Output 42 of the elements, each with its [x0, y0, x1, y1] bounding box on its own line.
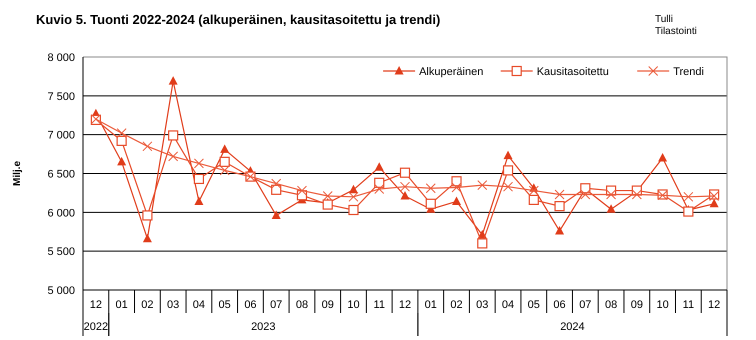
x-tick-label: 03 [476, 299, 488, 311]
y-tick-label: 7 000 [47, 130, 75, 142]
x-tick-label: 08 [296, 299, 308, 311]
x-tick-label: 09 [630, 299, 643, 311]
text: 2024 [560, 321, 585, 333]
x-tick-label: 01 [116, 299, 128, 311]
x-tick-label: 04 [502, 299, 514, 311]
x-tick-label: 04 [192, 299, 206, 311]
x-tick-label: 07 [579, 299, 592, 311]
x-tick-label: 01 [424, 299, 437, 311]
x-tick-label: 07 [270, 299, 282, 311]
y-tick-label: 6 500 [47, 168, 75, 180]
x-tick-label: 10 [656, 299, 669, 311]
x-tick-label: 11 [682, 299, 694, 311]
x-tick-label: 06 [244, 299, 257, 311]
text: 2023 [251, 321, 276, 333]
chart-title: Kuvio 5. Tuonti 2022-2024 (alkuperäinen, kausitasoitettu ja trendi) [36, 12, 440, 27]
x-tick-label: 12 [398, 299, 412, 311]
y-tick-label: 7 500 [47, 90, 75, 103]
text: 2022 [84, 321, 108, 333]
x-tick-label: 03 [167, 299, 180, 311]
y-tick-label: 6 000 [47, 207, 75, 220]
legend-label: Kausitasoitettu [536, 66, 609, 78]
legend-label: Trendi [673, 66, 704, 78]
y-axis-title: Milj.e [12, 160, 23, 186]
x-tick-label: 11 [374, 299, 385, 311]
x-tick-label: 08 [604, 299, 618, 311]
x-tick-label: 06 [553, 299, 566, 311]
y-tick-label: 8 000 [47, 52, 75, 64]
legend-label: Alkuperäinen [419, 66, 484, 78]
text: Tulli [655, 14, 673, 25]
y-tick-label: 5 500 [47, 246, 75, 258]
y-tick-label: 5 000 [47, 285, 75, 297]
x-tick-label: 02 [141, 299, 154, 311]
x-tick-label: 12 [708, 299, 720, 311]
x-tick-label: 10 [347, 299, 360, 311]
text: Tilastointi [655, 26, 697, 37]
x-tick-label: 12 [90, 299, 102, 311]
x-tick-label: 02 [450, 299, 463, 311]
x-tick-label: 09 [322, 299, 334, 311]
x-tick-label: 05 [218, 299, 231, 311]
x-tick-label: 05 [528, 299, 540, 311]
